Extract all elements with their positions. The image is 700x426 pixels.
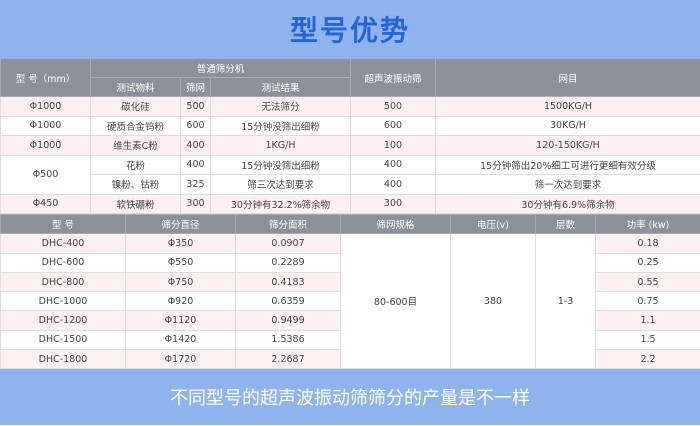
cell: 380	[450, 233, 536, 370]
cell: 1.5	[595, 329, 700, 351]
cell: 300	[180, 193, 211, 214]
cell: 30分钟有32.2%筛余物	[210, 193, 351, 214]
cell: 30分钟有6.9%筛余物	[435, 193, 700, 214]
cell: 600	[180, 115, 211, 136]
cell: 1.1	[595, 310, 700, 331]
cell: 30KG/H	[435, 115, 700, 136]
header-cell: 型 号	[0, 213, 126, 235]
cell: 300	[350, 193, 436, 214]
header-cell: 测试物料	[90, 77, 181, 97]
model-table: 型 号筛分直径 筛分面积 筛网规格 电压(v) 层数 功率 (kw) DHC-400 Φ35…	[0, 213, 700, 370]
header-cell: 筛网规格	[340, 213, 451, 235]
header-cell: 筛分直径	[125, 213, 236, 235]
header-cell: 功率 (kw)	[595, 213, 700, 235]
cell: 1-3	[535, 233, 596, 370]
cell: 维生素C粉	[90, 135, 181, 156]
cell: 筛三次达到要求	[210, 174, 351, 195]
cell: Φ920	[125, 291, 236, 312]
cell: 0.4183	[235, 271, 341, 293]
cell: DHC-800	[0, 271, 126, 293]
cell: 400	[180, 135, 211, 156]
cell: 碳化硅	[90, 96, 181, 117]
cell: Φ1000	[0, 135, 91, 156]
cell: 1.5386	[235, 329, 341, 351]
cell: Φ750	[125, 271, 236, 293]
cell: 软铁硼粉	[90, 193, 181, 214]
header-cell: 筛网	[180, 77, 211, 97]
cell: 筛一次达到要求	[435, 174, 700, 195]
cell: 1500KG/H	[435, 96, 700, 117]
cell: 500	[180, 96, 211, 117]
cell: Φ500	[0, 154, 91, 195]
cell: 2.2	[595, 349, 700, 370]
cell: 0.2289	[235, 252, 341, 273]
cell: 100	[350, 135, 436, 156]
footer-banner: 不同型号的超声波振动筛筛分的产量是不一样	[0, 369, 700, 426]
cell: Φ1000	[0, 115, 91, 136]
cell: 400	[350, 174, 436, 195]
cell: DHC-1500	[0, 329, 126, 351]
title-banner: 型号优势	[0, 0, 700, 58]
cell: 400	[350, 154, 436, 175]
cell: 400	[180, 154, 211, 175]
cell: 硬质合金钨粉	[90, 115, 181, 136]
cell: 15分钟筛出20%细工可进行更细有效分级	[435, 154, 700, 175]
cell: 2.2687	[235, 349, 341, 370]
cell: Φ550	[125, 252, 236, 273]
header-cell: 电压(v)	[450, 213, 536, 235]
test-table: 型 号（mm） 普通筛分机 超声波振动筛 网目 测试物料 筛网 测试结果 Φ1000 碳化硅…	[0, 58, 700, 214]
cell: 0.6359	[235, 291, 341, 312]
header-cell: 超声波振动筛	[350, 58, 436, 97]
header-cell: 层数	[535, 213, 596, 235]
cell: 0.0907	[235, 233, 341, 254]
cell: Φ1420	[125, 329, 236, 351]
cell: 600	[350, 115, 436, 136]
cell: 15分钟没筛出细粉	[210, 154, 351, 175]
cell: 80-600目	[340, 233, 451, 370]
cell: 0.75	[595, 291, 700, 312]
header-cell: 普通筛分机	[90, 58, 351, 78]
cell: 15分钟没筛出细粉	[210, 115, 351, 136]
cell: 500	[350, 96, 436, 117]
cell: 镍粉、钴粉	[90, 174, 181, 195]
cell: DHC-1200	[0, 310, 126, 331]
header-cell: 型 号（mm）	[0, 58, 91, 97]
header-cell: 测试结果	[210, 77, 351, 97]
cell: 1KG/H	[210, 135, 351, 156]
cell: 0.18	[595, 233, 700, 254]
cell: DHC-400	[0, 233, 126, 254]
footer-text: 不同型号的超声波振动筛筛分的产量是不一样	[170, 388, 530, 410]
header-cell: 网目	[435, 58, 700, 97]
cell: DHC-1800	[0, 349, 126, 370]
cell: Φ1000	[0, 96, 91, 117]
cell: DHC-1000	[0, 291, 126, 312]
cell: 325	[180, 174, 211, 195]
cell: Φ350	[125, 233, 236, 254]
cell: DHC-600	[0, 252, 126, 273]
cell: Φ450	[0, 193, 91, 214]
cell: 120-150KG/H	[435, 135, 700, 156]
cell: 无法筛分	[210, 96, 351, 117]
cell: 0.55	[595, 271, 700, 293]
title: 型号优势	[289, 14, 410, 47]
cell: Φ1720	[125, 349, 236, 370]
cell: Φ1120	[125, 310, 236, 331]
cell: 0.25	[595, 252, 700, 273]
cell: 0.9499	[235, 310, 341, 331]
header-cell: 筛分面积	[235, 213, 341, 235]
cell: 花粉	[90, 154, 181, 175]
